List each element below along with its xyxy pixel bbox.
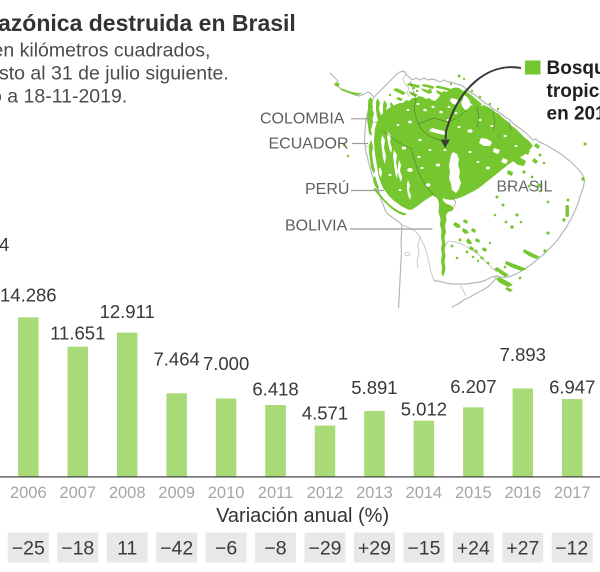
svg-text:+24: +24 bbox=[457, 538, 490, 560]
svg-text:o a 18-11-2019.: o a 18-11-2019. bbox=[0, 85, 127, 107]
svg-text:2014: 2014 bbox=[406, 484, 443, 502]
svg-text:−12: −12 bbox=[555, 538, 588, 560]
svg-text:+27: +27 bbox=[506, 538, 539, 560]
svg-text:7.000: 7.000 bbox=[203, 353, 249, 374]
svg-text:BRASIL: BRASIL bbox=[497, 179, 553, 196]
svg-text:19.014: 19.014 bbox=[0, 234, 9, 255]
svg-text:−42: −42 bbox=[160, 538, 193, 560]
svg-text:6.947: 6.947 bbox=[549, 376, 595, 397]
svg-text:+29: +29 bbox=[358, 538, 391, 560]
svg-text:azónica destruida en Brasil: azónica destruida en Brasil bbox=[0, 10, 296, 36]
svg-text:2016: 2016 bbox=[504, 484, 541, 502]
svg-text:PERÚ: PERÚ bbox=[305, 179, 349, 198]
svg-text:11.651: 11.651 bbox=[50, 322, 105, 343]
svg-text:2010: 2010 bbox=[208, 484, 245, 502]
svg-text:7.464: 7.464 bbox=[154, 349, 200, 370]
svg-text:COLOMBIA: COLOMBIA bbox=[260, 110, 345, 127]
svg-text:2017: 2017 bbox=[554, 484, 591, 502]
svg-text:2008: 2008 bbox=[109, 484, 146, 502]
svg-text:4.571: 4.571 bbox=[302, 403, 348, 424]
svg-text:14.286: 14.286 bbox=[0, 285, 57, 306]
svg-text:5.891: 5.891 bbox=[351, 377, 397, 398]
svg-text:6.418: 6.418 bbox=[252, 379, 298, 400]
svg-text:BOLIVIA: BOLIVIA bbox=[285, 218, 348, 235]
svg-text:2013: 2013 bbox=[356, 484, 393, 502]
svg-text:−29: −29 bbox=[308, 538, 341, 560]
svg-text:7.893: 7.893 bbox=[500, 344, 546, 365]
svg-text:6.207: 6.207 bbox=[450, 376, 496, 397]
svg-text:12.911: 12.911 bbox=[100, 301, 155, 322]
svg-text:ECUADOR: ECUADOR bbox=[269, 135, 349, 152]
svg-text:2011: 2011 bbox=[258, 484, 293, 502]
svg-text:−6: −6 bbox=[215, 538, 237, 560]
svg-text:2006: 2006 bbox=[10, 484, 47, 502]
svg-text:2012: 2012 bbox=[307, 484, 344, 502]
svg-text:Variación anual (%): Variación anual (%) bbox=[216, 505, 389, 527]
svg-text:sto al 31 de julio siguiente.: sto al 31 de julio siguiente. bbox=[0, 63, 229, 85]
svg-text:tropical: tropical bbox=[547, 81, 600, 102]
svg-text:Bosque: Bosque bbox=[547, 58, 600, 79]
svg-text:en kilómetros cuadrados,: en kilómetros cuadrados, bbox=[0, 39, 210, 61]
svg-text:−15: −15 bbox=[407, 538, 440, 560]
svg-text:−25: −25 bbox=[12, 538, 45, 560]
svg-text:2009: 2009 bbox=[158, 484, 195, 502]
svg-text:2007: 2007 bbox=[59, 484, 96, 502]
svg-text:−8: −8 bbox=[264, 538, 286, 560]
svg-text:11: 11 bbox=[117, 538, 137, 560]
svg-text:en 2018: en 2018 bbox=[547, 104, 600, 125]
svg-text:5.012: 5.012 bbox=[401, 399, 447, 420]
svg-text:−18: −18 bbox=[61, 538, 94, 560]
svg-text:2015: 2015 bbox=[455, 484, 492, 502]
